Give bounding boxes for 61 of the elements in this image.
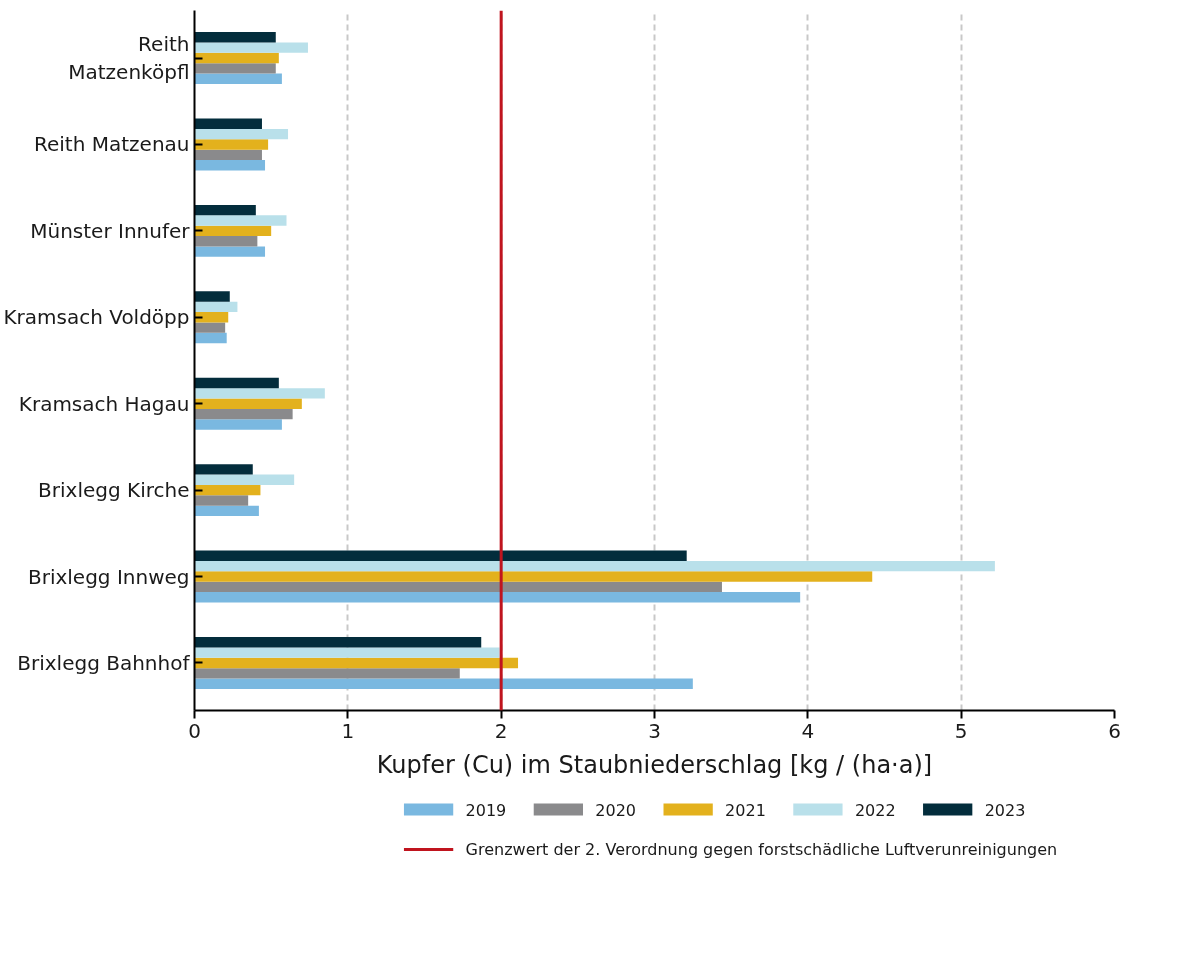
x-tick-label: 0 xyxy=(188,718,201,743)
bar xyxy=(194,73,282,84)
bar xyxy=(194,388,325,399)
bar xyxy=(194,246,266,257)
bar xyxy=(194,236,258,247)
bar xyxy=(194,52,279,64)
x-axis-title: Kupfer (Cu) im Staubniederschlag [kg / (ha·a)] xyxy=(376,750,933,779)
bar xyxy=(194,160,266,171)
x-tick-label: 2 xyxy=(494,718,508,743)
bar xyxy=(194,592,801,603)
bar xyxy=(194,668,460,679)
x-tick-label: 6 xyxy=(1108,718,1121,743)
bar xyxy=(194,301,238,313)
y-tick-label: Münster Innufer xyxy=(30,218,191,243)
bar xyxy=(194,571,873,582)
bar xyxy=(194,139,269,150)
bar xyxy=(194,118,262,129)
legend-label: Grenzwert der 2. Verordnung gegen forstschädliche Luftverunreinigungen xyxy=(465,840,1058,859)
bar xyxy=(194,505,259,517)
bar xyxy=(194,550,687,561)
x-tick-label: 5 xyxy=(954,718,968,743)
bar xyxy=(194,225,272,237)
x-tick-label: 4 xyxy=(801,718,815,743)
legend-label: 2023 xyxy=(984,800,1026,820)
bar xyxy=(194,678,693,689)
bar xyxy=(194,647,500,658)
bar xyxy=(194,560,995,572)
bar xyxy=(194,419,282,430)
y-tick-label: Brixlegg Innweg xyxy=(27,564,190,589)
bar xyxy=(194,581,722,593)
y-tick-label: Reith Matzenköpfl xyxy=(68,31,190,85)
bar xyxy=(194,495,249,506)
bar xyxy=(194,332,227,344)
bar xyxy=(194,128,289,140)
bar xyxy=(194,204,256,216)
bar xyxy=(194,657,519,669)
bar xyxy=(194,291,230,302)
x-tick-label: 3 xyxy=(648,718,661,743)
bar xyxy=(194,42,308,53)
y-tick-label: Kramsach Hagau xyxy=(18,391,190,416)
bar xyxy=(194,63,276,74)
y-tick-label: Brixlegg Kirche xyxy=(38,478,190,503)
bar xyxy=(194,474,295,485)
legend-label: 2021 xyxy=(725,800,766,820)
bar xyxy=(194,408,293,420)
legend-label: 2019 xyxy=(465,800,507,820)
bar xyxy=(194,149,262,161)
y-tick-label: Brixlegg Bahnhof xyxy=(17,650,191,675)
legend-label: 2020 xyxy=(595,800,637,820)
bar xyxy=(194,32,276,43)
bar xyxy=(194,322,226,333)
legend-label: 2022 xyxy=(854,800,896,820)
bar xyxy=(194,464,253,475)
bar xyxy=(194,484,261,496)
x-tick-label: 1 xyxy=(341,718,355,743)
bar xyxy=(194,215,287,226)
bar xyxy=(194,398,302,409)
y-tick-label: Reith Matzenau xyxy=(34,132,190,157)
bar xyxy=(194,637,482,648)
y-tick-label: Kramsach Voldöpp xyxy=(3,305,190,330)
bar xyxy=(194,377,279,389)
